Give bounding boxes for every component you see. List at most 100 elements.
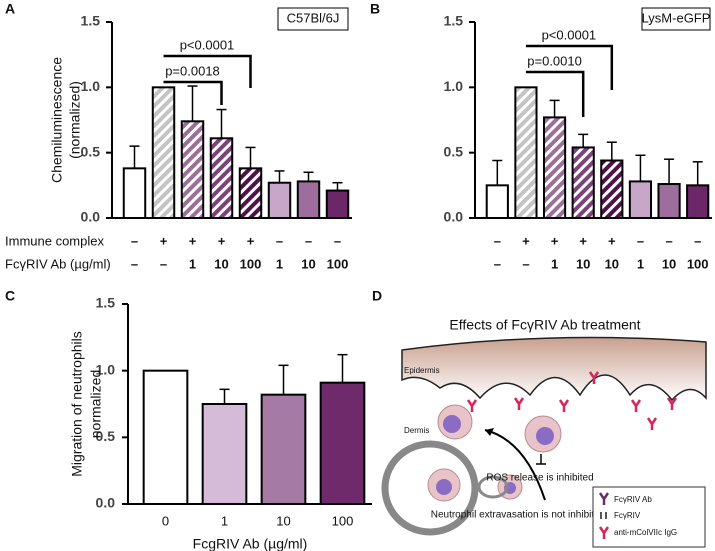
bar bbox=[238, 167, 263, 219]
condition: + bbox=[160, 233, 168, 248]
condition: – bbox=[131, 233, 138, 248]
bar bbox=[142, 369, 189, 505]
condition: – bbox=[494, 256, 501, 271]
bar bbox=[151, 86, 176, 220]
p-value: p=0.0018 bbox=[165, 63, 220, 78]
y-tick-label: 0.5 bbox=[81, 143, 101, 159]
condition: + bbox=[189, 233, 197, 248]
p-value: p=0.0010 bbox=[527, 53, 582, 68]
y-tick-label: 1.0 bbox=[81, 78, 101, 94]
condition: – bbox=[131, 256, 138, 271]
condition: 100 bbox=[240, 256, 262, 271]
label: Neutrophil extravasation is not inhibite… bbox=[431, 510, 606, 521]
legend-box bbox=[592, 486, 706, 548]
bar bbox=[600, 159, 624, 219]
significance-bracket bbox=[525, 70, 585, 117]
neutrophils bbox=[427, 404, 562, 502]
bar bbox=[319, 381, 366, 505]
condition: + bbox=[522, 233, 530, 248]
label-box bbox=[277, 7, 349, 31]
y-tick-label: 0.5 bbox=[444, 143, 464, 159]
bar bbox=[267, 181, 292, 219]
box-label: C57Bl/6J bbox=[287, 10, 340, 25]
label: Dermis bbox=[404, 426, 429, 435]
condition: 10 bbox=[301, 256, 315, 271]
significance-bracket bbox=[525, 44, 614, 90]
box-label: LysM-eGFP bbox=[642, 10, 711, 25]
diagram-title: Effects of FcγRIV Ab treatment bbox=[449, 317, 640, 333]
y-tick-label: 0.0 bbox=[96, 495, 116, 511]
row-label: FcγRIV Ab (µg/ml) bbox=[5, 256, 111, 271]
x-axis-title: FcgRIV Ab (µg/ml) bbox=[193, 536, 308, 551]
condition: 1 bbox=[637, 256, 644, 271]
label: ROS release is inhibited bbox=[486, 473, 593, 484]
significance-bracket bbox=[163, 80, 223, 105]
vessel bbox=[381, 440, 479, 536]
condition: – bbox=[694, 233, 701, 248]
y-tick-label: 0.0 bbox=[444, 209, 464, 225]
arrow-head bbox=[485, 428, 494, 436]
condition: 100 bbox=[687, 256, 709, 271]
condition: 1 bbox=[189, 256, 196, 271]
panel-label: D bbox=[372, 288, 382, 304]
condition: – bbox=[494, 233, 501, 248]
y-tick-label: 1.0 bbox=[444, 78, 464, 94]
label-box bbox=[641, 7, 711, 31]
bar bbox=[122, 167, 147, 219]
bar bbox=[260, 393, 307, 505]
bar bbox=[657, 183, 681, 220]
y-tick-label: 0.5 bbox=[96, 428, 116, 444]
condition: 10 bbox=[605, 256, 619, 271]
y-axis-title: Migration of neutrophils bbox=[69, 331, 85, 477]
condition: 10 bbox=[662, 256, 676, 271]
x-tick-label: 1 bbox=[221, 513, 228, 528]
significance-bracket bbox=[163, 54, 252, 88]
bar bbox=[514, 86, 538, 220]
legend-label: anti-mColVIIc IgG bbox=[614, 528, 677, 537]
x-tick-label: 0 bbox=[162, 513, 169, 528]
y-axis-title: (normalized) bbox=[67, 81, 83, 159]
condition: 10 bbox=[576, 256, 590, 271]
bar bbox=[296, 180, 321, 219]
condition: – bbox=[665, 233, 672, 248]
p-value: p<0.0001 bbox=[542, 27, 597, 42]
y-axis-title: normalized bbox=[88, 370, 104, 438]
bar bbox=[686, 184, 710, 219]
bar bbox=[209, 137, 234, 219]
y-tick-label: 1.5 bbox=[96, 295, 116, 311]
panel-label: A bbox=[5, 1, 15, 17]
row-label: Immune complex bbox=[5, 233, 104, 248]
label: Epidermis bbox=[404, 366, 440, 375]
y-tick-label: 1.5 bbox=[81, 13, 101, 29]
condition: – bbox=[160, 256, 167, 271]
vessel bbox=[477, 475, 509, 499]
bar bbox=[325, 189, 350, 219]
epidermis-shape bbox=[401, 336, 707, 402]
condition: + bbox=[551, 233, 559, 248]
antibodies bbox=[466, 371, 678, 430]
bar bbox=[485, 184, 509, 219]
diagram: D Effects of FcγRIV Ab treatment Epiderm… bbox=[372, 288, 707, 548]
condition: – bbox=[305, 233, 312, 248]
condition: + bbox=[579, 233, 587, 248]
panel-label: B bbox=[370, 1, 380, 17]
p-value: p<0.0001 bbox=[180, 37, 235, 52]
bar bbox=[542, 116, 567, 219]
x-tick-label: 100 bbox=[332, 513, 354, 528]
bar bbox=[201, 403, 248, 505]
arrow bbox=[484, 429, 546, 501]
condition: 100 bbox=[327, 256, 349, 271]
condition: 1 bbox=[276, 256, 283, 271]
bar bbox=[571, 146, 595, 219]
condition: + bbox=[247, 233, 255, 248]
condition: – bbox=[276, 233, 283, 248]
bar bbox=[180, 120, 205, 219]
inhibit-mark bbox=[536, 454, 546, 465]
condition: – bbox=[334, 233, 341, 248]
y-tick-label: 1.5 bbox=[444, 13, 464, 29]
legend-label: FcγRIV Ab bbox=[614, 495, 652, 504]
condition: + bbox=[218, 233, 226, 248]
condition: 10 bbox=[214, 256, 228, 271]
bar bbox=[628, 180, 653, 219]
